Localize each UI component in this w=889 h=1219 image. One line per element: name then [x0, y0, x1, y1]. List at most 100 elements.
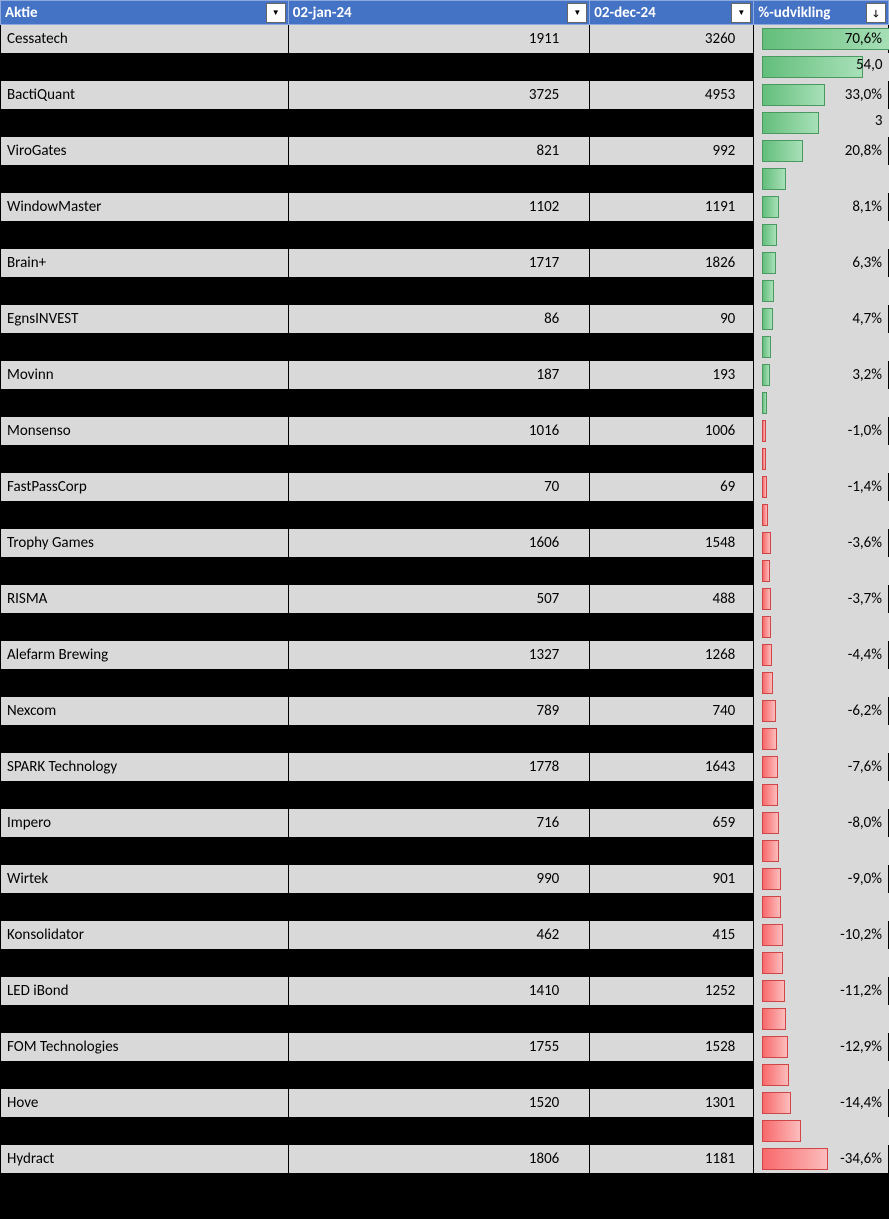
- table-row[interactable]: Trophy Games16061548-3,6%: [1, 529, 889, 557]
- header-dec[interactable]: 02-dec-24 ▼: [590, 1, 754, 25]
- filter-dropdown-icon[interactable]: ▼: [731, 3, 751, 23]
- dec-value-cell[interactable]: 1181: [590, 1145, 754, 1173]
- header-stock[interactable]: Aktie ▼: [1, 1, 289, 25]
- stock-name-cell[interactable]: Monsenso: [1, 417, 289, 445]
- pct-value-cell[interactable]: -12,9%: [754, 1033, 889, 1061]
- stock-name-cell[interactable]: LED iBond: [1, 977, 289, 1005]
- jan-value-cell[interactable]: 70: [288, 473, 590, 501]
- dec-value-cell[interactable]: 193: [590, 361, 754, 389]
- table-row[interactable]: Monsenso10161006-1,0%: [1, 417, 889, 445]
- jan-value-cell[interactable]: 789: [288, 697, 590, 725]
- jan-value-cell[interactable]: 1102: [288, 193, 590, 221]
- table-row[interactable]: Brain+171718266,3%: [1, 249, 889, 277]
- pct-value-cell[interactable]: 33,0%: [754, 81, 889, 109]
- stock-name-cell[interactable]: RISMA: [1, 585, 289, 613]
- jan-value-cell[interactable]: 1016: [288, 417, 590, 445]
- dec-value-cell[interactable]: 1643: [590, 753, 754, 781]
- dec-value-cell[interactable]: 1252: [590, 977, 754, 1005]
- jan-value-cell[interactable]: 990: [288, 865, 590, 893]
- jan-value-cell[interactable]: 3725: [288, 81, 590, 109]
- table-row[interactable]: Wirtek990901-9,0%: [1, 865, 889, 893]
- stock-name-cell[interactable]: Wirtek: [1, 865, 289, 893]
- stock-name-cell[interactable]: Cessatech: [1, 25, 289, 53]
- header-jan[interactable]: 02-jan-24 ▼: [288, 1, 590, 25]
- table-row[interactable]: Hove15201301-14,4%: [1, 1089, 889, 1117]
- dec-value-cell[interactable]: 90: [590, 305, 754, 333]
- dec-value-cell[interactable]: 69: [590, 473, 754, 501]
- jan-value-cell[interactable]: 86: [288, 305, 590, 333]
- jan-value-cell[interactable]: 821: [288, 137, 590, 165]
- dec-value-cell[interactable]: 488: [590, 585, 754, 613]
- pct-value-cell[interactable]: -3,7%: [754, 585, 889, 613]
- filter-dropdown-icon[interactable]: ▼: [567, 3, 587, 23]
- pct-value-cell[interactable]: -11,2%: [754, 977, 889, 1005]
- pct-value-cell[interactable]: -1,0%: [754, 417, 889, 445]
- stock-name-cell[interactable]: Hove: [1, 1089, 289, 1117]
- stock-name-cell[interactable]: Hydract: [1, 1145, 289, 1173]
- jan-value-cell[interactable]: 1520: [288, 1089, 590, 1117]
- pct-value-cell[interactable]: 6,3%: [754, 249, 889, 277]
- table-row[interactable]: WindowMaster110211918,1%: [1, 193, 889, 221]
- dec-value-cell[interactable]: 1528: [590, 1033, 754, 1061]
- table-row[interactable]: Impero716659-8,0%: [1, 809, 889, 837]
- pct-value-cell[interactable]: -9,0%: [754, 865, 889, 893]
- stock-name-cell[interactable]: Impero: [1, 809, 289, 837]
- pct-value-cell[interactable]: -4,4%: [754, 641, 889, 669]
- stock-name-cell[interactable]: Movinn: [1, 361, 289, 389]
- table-row[interactable]: Cessatech1911326070,6%: [1, 25, 889, 53]
- jan-value-cell[interactable]: 1755: [288, 1033, 590, 1061]
- pct-value-cell[interactable]: -34,6%: [754, 1145, 889, 1173]
- jan-value-cell[interactable]: 1806: [288, 1145, 590, 1173]
- dec-value-cell[interactable]: 4953: [590, 81, 754, 109]
- jan-value-cell[interactable]: 187: [288, 361, 590, 389]
- dec-value-cell[interactable]: 1268: [590, 641, 754, 669]
- pct-value-cell[interactable]: -7,6%: [754, 753, 889, 781]
- stock-name-cell[interactable]: FOM Technologies: [1, 1033, 289, 1061]
- filter-dropdown-icon[interactable]: ▼: [266, 3, 286, 23]
- dec-value-cell[interactable]: 992: [590, 137, 754, 165]
- dec-value-cell[interactable]: 1826: [590, 249, 754, 277]
- jan-value-cell[interactable]: 462: [288, 921, 590, 949]
- pct-value-cell[interactable]: 8,1%: [754, 193, 889, 221]
- jan-value-cell[interactable]: 507: [288, 585, 590, 613]
- table-row[interactable]: Alefarm Brewing13271268-4,4%: [1, 641, 889, 669]
- dec-value-cell[interactable]: 1548: [590, 529, 754, 557]
- table-row[interactable]: FOM Technologies17551528-12,9%: [1, 1033, 889, 1061]
- table-row[interactable]: SPARK Technology17781643-7,6%: [1, 753, 889, 781]
- table-row[interactable]: Hydract18061181-34,6%: [1, 1145, 889, 1173]
- jan-value-cell[interactable]: 1606: [288, 529, 590, 557]
- jan-value-cell[interactable]: 1327: [288, 641, 590, 669]
- pct-value-cell[interactable]: 3,2%: [754, 361, 889, 389]
- table-row[interactable]: LED iBond14101252-11,2%: [1, 977, 889, 1005]
- table-row[interactable]: RISMA507488-3,7%: [1, 585, 889, 613]
- dec-value-cell[interactable]: 3260: [590, 25, 754, 53]
- jan-value-cell[interactable]: 716: [288, 809, 590, 837]
- stock-name-cell[interactable]: Nexcom: [1, 697, 289, 725]
- stock-name-cell[interactable]: FastPassCorp: [1, 473, 289, 501]
- dec-value-cell[interactable]: 659: [590, 809, 754, 837]
- dec-value-cell[interactable]: 1191: [590, 193, 754, 221]
- stock-name-cell[interactable]: EgnsINVEST: [1, 305, 289, 333]
- stock-name-cell[interactable]: Konsolidator: [1, 921, 289, 949]
- table-row[interactable]: EgnsINVEST86904,7%: [1, 305, 889, 333]
- table-row[interactable]: FastPassCorp7069-1,4%: [1, 473, 889, 501]
- pct-value-cell[interactable]: -1,4%: [754, 473, 889, 501]
- jan-value-cell[interactable]: 1778: [288, 753, 590, 781]
- table-row[interactable]: Konsolidator462415-10,2%: [1, 921, 889, 949]
- pct-value-cell[interactable]: 4,7%: [754, 305, 889, 333]
- stock-name-cell[interactable]: WindowMaster: [1, 193, 289, 221]
- stock-name-cell[interactable]: Alefarm Brewing: [1, 641, 289, 669]
- dec-value-cell[interactable]: 1006: [590, 417, 754, 445]
- sort-desc-icon[interactable]: ↓: [866, 3, 886, 23]
- table-row[interactable]: Nexcom789740-6,2%: [1, 697, 889, 725]
- stock-name-cell[interactable]: SPARK Technology: [1, 753, 289, 781]
- stock-name-cell[interactable]: ViroGates: [1, 137, 289, 165]
- dec-value-cell[interactable]: 1301: [590, 1089, 754, 1117]
- pct-value-cell[interactable]: 70,6%: [754, 25, 889, 53]
- table-row[interactable]: Movinn1871933,2%: [1, 361, 889, 389]
- pct-value-cell[interactable]: -6,2%: [754, 697, 889, 725]
- dec-value-cell[interactable]: 740: [590, 697, 754, 725]
- table-row[interactable]: ViroGates82199220,8%: [1, 137, 889, 165]
- stock-name-cell[interactable]: Brain+: [1, 249, 289, 277]
- dec-value-cell[interactable]: 901: [590, 865, 754, 893]
